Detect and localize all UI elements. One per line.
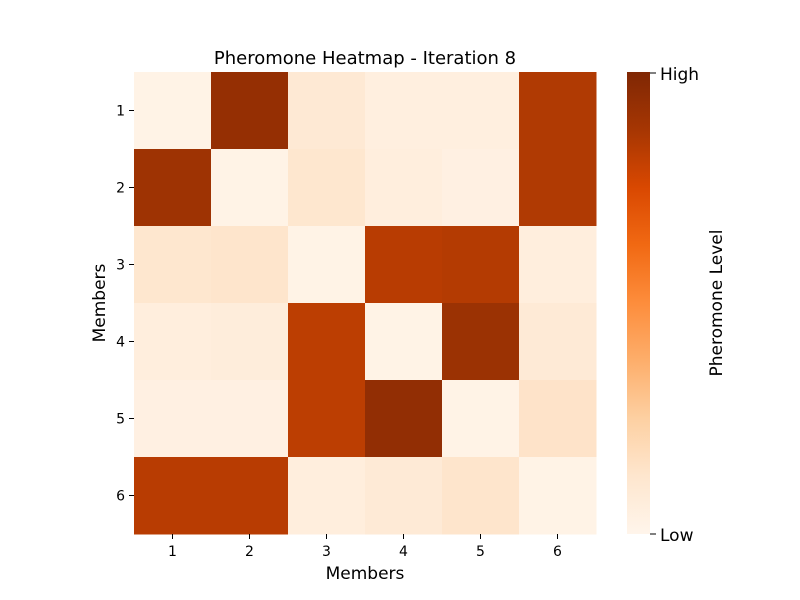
heatmap-cell-3-2 bbox=[211, 226, 289, 304]
x-tick-label: 4 bbox=[399, 544, 408, 560]
y-axis-title: Members bbox=[90, 263, 110, 342]
heatmap-cell-1-1 bbox=[134, 72, 212, 150]
x-axis-title: Members bbox=[326, 564, 405, 584]
heatmap-cell-6-3 bbox=[288, 457, 366, 535]
y-tick-label: 4 bbox=[116, 335, 125, 351]
heatmap-cell-5-1 bbox=[134, 380, 212, 458]
heatmap-cells bbox=[134, 72, 597, 535]
heatmap-cell-2-5 bbox=[442, 149, 520, 227]
heatmap-cell-4-5 bbox=[442, 303, 520, 381]
heatmap-cell-6-6 bbox=[519, 457, 597, 535]
x-axis-ticks: 1 2 3 4 5 6 bbox=[168, 534, 562, 560]
heatmap-cell-5-2 bbox=[211, 380, 289, 458]
y-tick-label: 3 bbox=[116, 258, 125, 274]
heatmap-cell-1-3 bbox=[288, 72, 366, 150]
heatmap-cell-4-2 bbox=[211, 303, 289, 381]
y-tick-label: 6 bbox=[116, 489, 125, 505]
y-tick-label: 2 bbox=[116, 181, 125, 197]
x-tick-label: 2 bbox=[245, 544, 254, 560]
heatmap-cell-2-2 bbox=[211, 149, 289, 227]
heatmap-cell-3-6 bbox=[519, 226, 597, 304]
heatmap-cell-3-1 bbox=[134, 226, 212, 304]
heatmap-cell-1-4 bbox=[365, 72, 443, 150]
heatmap-cell-3-3 bbox=[288, 226, 366, 304]
x-tick-label: 6 bbox=[553, 544, 562, 560]
y-tick-label: 1 bbox=[116, 104, 125, 120]
heatmap-cell-2-1 bbox=[134, 149, 212, 227]
heatmap-cell-4-6 bbox=[519, 303, 597, 381]
heatmap-cell-6-1 bbox=[134, 457, 212, 535]
colorbar-title: Pheromone Level bbox=[707, 230, 727, 377]
colorbar-gradient bbox=[627, 72, 650, 534]
heatmap-cell-1-5 bbox=[442, 72, 520, 150]
heatmap-cell-5-5 bbox=[442, 380, 520, 458]
colorbar: High Low Pheromone Level bbox=[627, 65, 727, 546]
heatmap-cell-5-6 bbox=[519, 380, 597, 458]
heatmap-cell-4-3 bbox=[288, 303, 366, 381]
heatmap-cell-6-2 bbox=[211, 457, 289, 535]
heatmap-cell-2-4 bbox=[365, 149, 443, 227]
heatmap-cell-1-2 bbox=[211, 72, 289, 150]
colorbar-low-label: Low bbox=[660, 526, 694, 546]
heatmap-cell-3-5 bbox=[442, 226, 520, 304]
heatmap-cell-2-3 bbox=[288, 149, 366, 227]
heatmap-cell-6-5 bbox=[442, 457, 520, 535]
heatmap-cell-2-6 bbox=[519, 149, 597, 227]
x-tick-label: 3 bbox=[322, 544, 331, 560]
heatmap-cell-5-3 bbox=[288, 380, 366, 458]
heatmap-cell-1-6 bbox=[519, 72, 597, 150]
heatmap-cell-4-1 bbox=[134, 303, 212, 381]
y-tick-label: 5 bbox=[116, 412, 125, 428]
x-tick-label: 5 bbox=[476, 544, 485, 560]
y-axis-ticks: 1 2 3 4 5 6 bbox=[116, 104, 134, 505]
heatmap-cell-6-4 bbox=[365, 457, 443, 535]
colorbar-high-label: High bbox=[660, 65, 699, 85]
heatmap-cell-4-4 bbox=[365, 303, 443, 381]
chart-title: Pheromone Heatmap - Iteration 8 bbox=[214, 48, 516, 69]
x-tick-label: 1 bbox=[168, 544, 177, 560]
heatmap-cell-3-4 bbox=[365, 226, 443, 304]
heatmap-cell-5-4 bbox=[365, 380, 443, 458]
